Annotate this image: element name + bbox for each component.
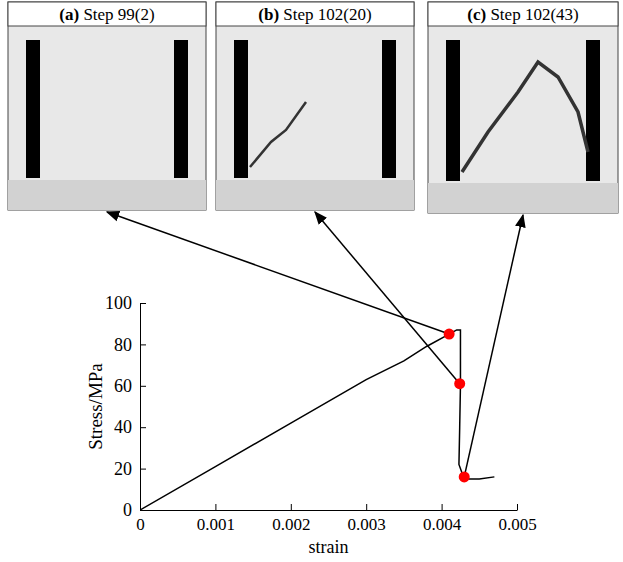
panel-bar	[382, 40, 396, 178]
panel-title-text: Step 102(20)	[283, 5, 371, 24]
plot-area	[140, 329, 494, 510]
y-axis-line	[140, 304, 141, 511]
panel: (c) Step 102(43)	[428, 2, 618, 213]
panel-bar	[446, 40, 460, 181]
y-tick: 100	[105, 293, 146, 313]
stress-strain-line	[140, 330, 494, 510]
y-tick-mark	[140, 303, 146, 304]
step-point	[454, 378, 465, 389]
y-tick-label: 100	[105, 293, 132, 313]
panel: (a) Step 99(2)	[8, 2, 206, 210]
y-tick: 40	[114, 417, 146, 437]
x-tick-label: 0.002	[272, 515, 310, 534]
y-tick-mark	[140, 386, 146, 387]
x-tick: 0.004	[423, 504, 462, 534]
panel-title: (b) Step 102(20)	[258, 5, 371, 24]
panel-image	[428, 2, 618, 213]
arrow	[107, 212, 449, 334]
y-axis-title: Stress/MPa	[85, 363, 106, 450]
arrow	[315, 212, 460, 384]
y-tick-label: 60	[114, 376, 132, 396]
panel-bar	[234, 40, 248, 178]
y-tick: 80	[114, 335, 146, 355]
panel: (b) Step 102(20)	[216, 2, 414, 210]
y-tick: 0	[123, 500, 146, 520]
panel-title-box	[8, 2, 206, 26]
step-point	[444, 329, 455, 340]
panel-crack	[462, 62, 588, 172]
panel-title-box	[216, 2, 414, 26]
panel-letter: (b)	[258, 5, 279, 24]
panel-bar	[586, 40, 600, 181]
x-tick-label: 0.004	[423, 515, 462, 534]
y-tick-mark	[140, 469, 146, 470]
y-tick-label: 20	[114, 459, 132, 479]
x-tick-label: 0	[136, 515, 145, 534]
y-tick-label: 0	[123, 500, 132, 520]
y-tick: 20	[114, 459, 146, 479]
x-tick-label: 0.001	[197, 515, 235, 534]
panel-title: (a) Step 99(2)	[59, 5, 154, 24]
panel-shade	[8, 180, 206, 210]
y-tick: 60	[114, 376, 146, 396]
panel-crack	[250, 102, 306, 167]
x-tick: 0.001	[197, 504, 235, 534]
y-tick-label: 40	[114, 417, 132, 437]
y-tick-label: 80	[114, 335, 132, 355]
panel-title-box	[428, 2, 618, 26]
x-tick-mark	[215, 504, 216, 510]
panel-bar	[174, 40, 188, 178]
x-tick-mark	[442, 504, 443, 510]
step-point	[459, 471, 470, 482]
panel-shade	[216, 180, 414, 210]
x-tick-label: 0.005	[498, 515, 536, 534]
x-tick-mark	[517, 504, 518, 510]
x-tick-label: 0.003	[348, 515, 386, 534]
panel-image	[216, 2, 414, 210]
panel-image	[8, 2, 206, 210]
panel-letter: (a)	[59, 5, 79, 24]
panel-bar	[26, 40, 40, 178]
y-tick-mark	[140, 344, 146, 345]
y-tick-mark	[140, 510, 146, 511]
panel-title: (c) Step 102(43)	[467, 5, 578, 24]
x-tick-mark	[291, 504, 292, 510]
panel-shade	[428, 183, 618, 213]
x-axis-line	[141, 510, 518, 511]
x-axis-title: strain	[309, 537, 349, 557]
y-tick-mark	[140, 427, 146, 428]
panel-letter: (c)	[467, 5, 486, 24]
arrow	[464, 215, 523, 477]
panels: (a) Step 99(2) (b) Step 102(20) (c) Step 1…	[8, 2, 618, 213]
panel-title-text: Step 102(43)	[490, 5, 578, 24]
x-tick: 0.003	[348, 504, 386, 534]
chart: (a) Step 99(2) (b) Step 102(20) (c) Step 1…	[0, 0, 623, 562]
x-tick: 0.005	[498, 504, 536, 534]
x-axis: 0 0.001 0.002 0.003 0.004 0.005	[136, 504, 536, 534]
y-axis: 0 20 40 60 80 100	[105, 293, 146, 520]
x-tick: 0.002	[272, 504, 310, 534]
panel-title-text: Step 99(2)	[83, 5, 154, 24]
x-tick-mark	[366, 504, 367, 510]
